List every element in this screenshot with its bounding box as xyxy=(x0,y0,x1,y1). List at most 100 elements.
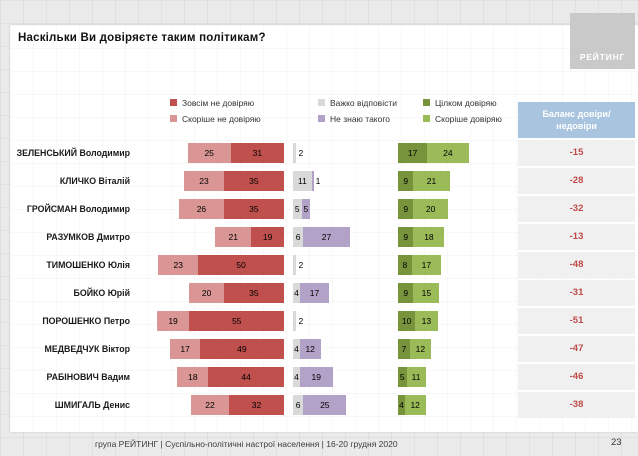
balance-cell: -38 xyxy=(518,392,635,418)
bar-segment xyxy=(293,367,300,387)
bar-segment xyxy=(398,255,412,275)
bar-segment xyxy=(398,311,416,331)
politician-name: ПОРОШЕНКО Петро xyxy=(42,316,130,326)
bar-value-label: 12 xyxy=(305,344,315,354)
bar-value-label: 35 xyxy=(249,176,259,186)
bar-segment xyxy=(191,395,229,415)
balance-cell: -48 xyxy=(518,252,635,278)
bar-segment xyxy=(293,227,304,247)
bar-segment xyxy=(230,143,284,163)
bar-segment xyxy=(156,311,190,331)
politician-name: ЗЕЛЕНСЬКИЙ Володимир xyxy=(16,148,130,158)
full-distrust-swatch-icon xyxy=(170,99,177,106)
bar-segment xyxy=(158,255,198,275)
bar-segment xyxy=(415,311,438,331)
legend-column-trust: Цілком довіряю Скоріше довіряю xyxy=(423,96,502,125)
bar-value-label: 23 xyxy=(173,260,183,270)
politician-name: ГРОЙСМАН Володимир xyxy=(26,204,130,214)
bar-value-label: 35 xyxy=(249,204,259,214)
bar-value-label: 5 xyxy=(294,204,300,214)
balance-cell: -51 xyxy=(518,308,635,334)
bar-value-label: 20 xyxy=(201,288,212,298)
bar-value-label: 2 xyxy=(298,148,304,158)
politician-name: РАЗУМКОВ Дмитро xyxy=(46,232,130,242)
bar-value-label: 19 xyxy=(262,232,273,242)
bar-value-label: 17 xyxy=(421,260,432,270)
soft-trust-swatch-icon xyxy=(423,115,430,122)
legend-column-distrust: Зовсім не довіряю Скоріше не довіряю xyxy=(170,96,261,125)
bar-segment xyxy=(413,283,440,303)
politician-name: ТИМОШЕНКО Юлія xyxy=(46,260,130,270)
bar-segment xyxy=(398,143,428,163)
politician-name: ШМИГАЛЬ Денис xyxy=(54,400,130,410)
politician-name: БОЙКО Юрій xyxy=(73,288,130,298)
bar-segment xyxy=(427,143,469,163)
politician-name: КЛИЧКО Віталій xyxy=(59,176,130,186)
bar-value-label: 11 xyxy=(298,176,307,186)
bar-segment xyxy=(189,311,284,331)
bar-value-label: 24 xyxy=(443,148,453,158)
bar-segment xyxy=(223,171,284,191)
bar-segment xyxy=(293,311,297,331)
bar-value-label: 4 xyxy=(294,344,299,354)
bar-segment xyxy=(398,395,405,415)
bar-segment xyxy=(184,171,224,191)
bar-segment xyxy=(199,339,284,359)
bar-value-label: 9 xyxy=(403,288,409,298)
bar-value-label: 44 xyxy=(241,372,251,382)
bar-value-label: 12 xyxy=(415,344,426,354)
bar-segment xyxy=(299,283,330,303)
bar-value-label: 22 xyxy=(205,400,215,410)
bar-segment xyxy=(413,199,448,219)
bar-segment xyxy=(293,199,302,219)
bar-value-label: 6 xyxy=(295,400,301,410)
bar-segment xyxy=(413,171,450,191)
bar-value-label: 20 xyxy=(425,204,436,214)
slide: Наскільки Ви довіряєте таким політикам? … xyxy=(10,25,638,432)
balance-cell: -47 xyxy=(518,336,635,362)
legend-item-full-trust: Цілком довіряю xyxy=(423,96,502,109)
legend-item-full-distrust: Зовсім не довіряю xyxy=(170,96,261,109)
hard-to-answer-swatch-icon xyxy=(318,99,325,106)
bar-value-label: 55 xyxy=(231,316,242,326)
bar-segment xyxy=(170,339,200,359)
bar-value-label: 18 xyxy=(188,372,198,382)
bar-segment xyxy=(398,339,411,359)
bar-value-label: 19 xyxy=(168,316,178,326)
bar-segment xyxy=(301,199,311,219)
page-number: 23 xyxy=(611,437,622,448)
bar-value-label: 17 xyxy=(309,288,320,298)
rating-logo-label: РЕЙТИНГ xyxy=(579,52,626,62)
bar-segment xyxy=(293,339,300,359)
bar-value-label: 4 xyxy=(294,372,299,382)
bar-value-label: 23 xyxy=(199,176,209,186)
soft-distrust-swatch-icon xyxy=(170,115,177,122)
bar-segment xyxy=(398,199,414,219)
bar-value-label: 9 xyxy=(403,232,409,242)
bar-value-label: 11 xyxy=(411,372,421,382)
bar-value-label: 49 xyxy=(237,344,247,354)
bar-value-label: 4 xyxy=(294,288,299,298)
bar-value-label: 8 xyxy=(402,260,408,270)
bar-segment xyxy=(293,283,300,303)
bar-segment xyxy=(398,171,414,191)
bar-value-label: 50 xyxy=(236,260,246,270)
balance-column-header: Баланс довіри/недовіри xyxy=(518,102,635,138)
bar-value-label: 12 xyxy=(410,400,420,410)
bar-value-label: 13 xyxy=(421,316,432,326)
bar-value-label: 31 xyxy=(252,148,263,158)
bar-segment xyxy=(228,395,284,415)
bar-value-label: 32 xyxy=(251,400,262,410)
politician-name: РАБІНОВИЧ Вадим xyxy=(46,372,130,382)
bar-segment xyxy=(398,227,414,247)
bar-value-label: 35 xyxy=(249,288,259,298)
bar-segment xyxy=(251,227,284,247)
dont-know-swatch-icon xyxy=(318,115,325,122)
bar-segment xyxy=(223,199,284,219)
bar-segment xyxy=(293,171,312,191)
bar-value-label: 18 xyxy=(424,232,434,242)
bar-value-label: 2 xyxy=(298,316,304,326)
bar-segment xyxy=(223,283,284,303)
bar-value-label: 5 xyxy=(399,372,405,382)
